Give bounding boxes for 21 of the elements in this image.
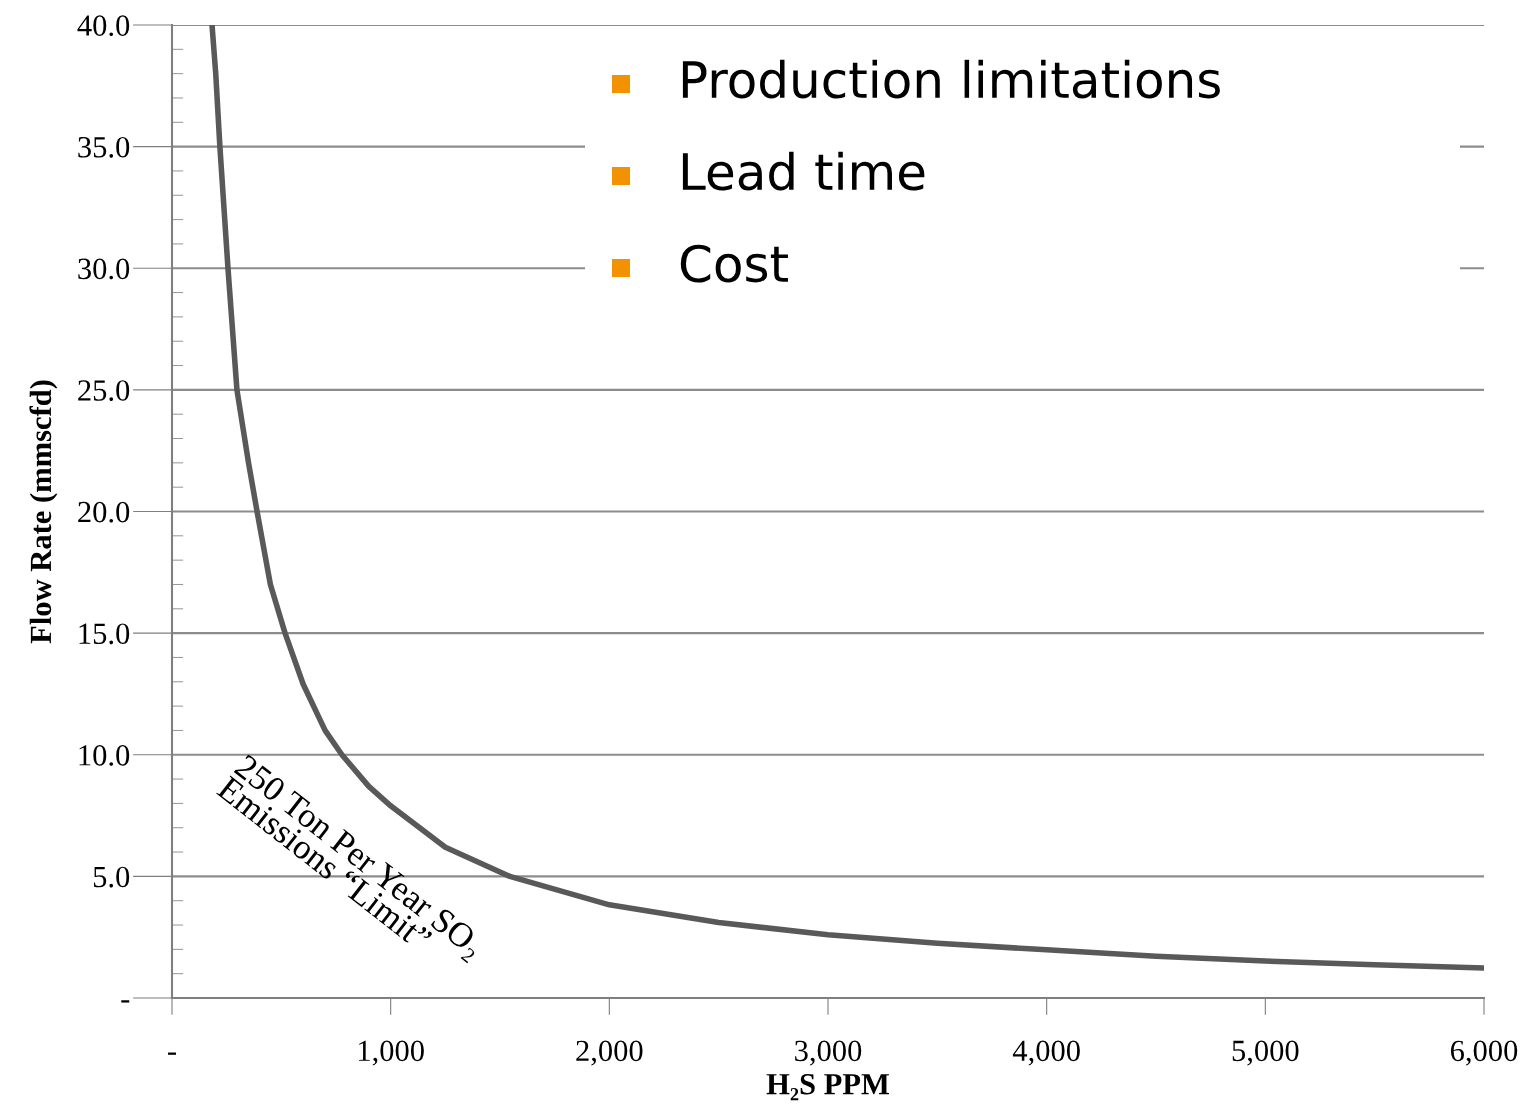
x-axis-title: H₂S PPM — [766, 1073, 889, 1101]
y-tick-label: 40.0 — [77, 15, 130, 37]
x-tick-label: 1,000 — [358, 1040, 424, 1066]
annotation: Cost — [680, 244, 788, 283]
y-tick-label: 5.0 — [93, 866, 130, 888]
y-tick-label: 15.0 — [79, 623, 130, 645]
x-tick-label: 2,000 — [576, 1040, 643, 1066]
x-tick-label: 6,000 — [1450, 1040, 1518, 1066]
annotation: Lead time — [682, 151, 925, 191]
annotation: Production limitations — [682, 59, 1220, 99]
y-tick-label: 25.0 — [78, 380, 130, 401]
y-tick-label: 20.0 — [78, 501, 130, 523]
x-tick-label: 3,000 — [795, 1040, 862, 1066]
x-tick-label: 5,000 — [1232, 1040, 1299, 1066]
y-tick-label: 10.0 — [79, 745, 130, 766]
x-tick-label: - — [168, 1052, 176, 1055]
x-tick-label: 4,000 — [1012, 1040, 1080, 1066]
y-tick-label: - — [121, 1000, 130, 1003]
y-tick-label: 30.0 — [78, 258, 130, 280]
y-tick-label: 35.0 — [78, 136, 130, 158]
y-axis-title: Flow Rate (mmscfd) — [29, 380, 58, 644]
